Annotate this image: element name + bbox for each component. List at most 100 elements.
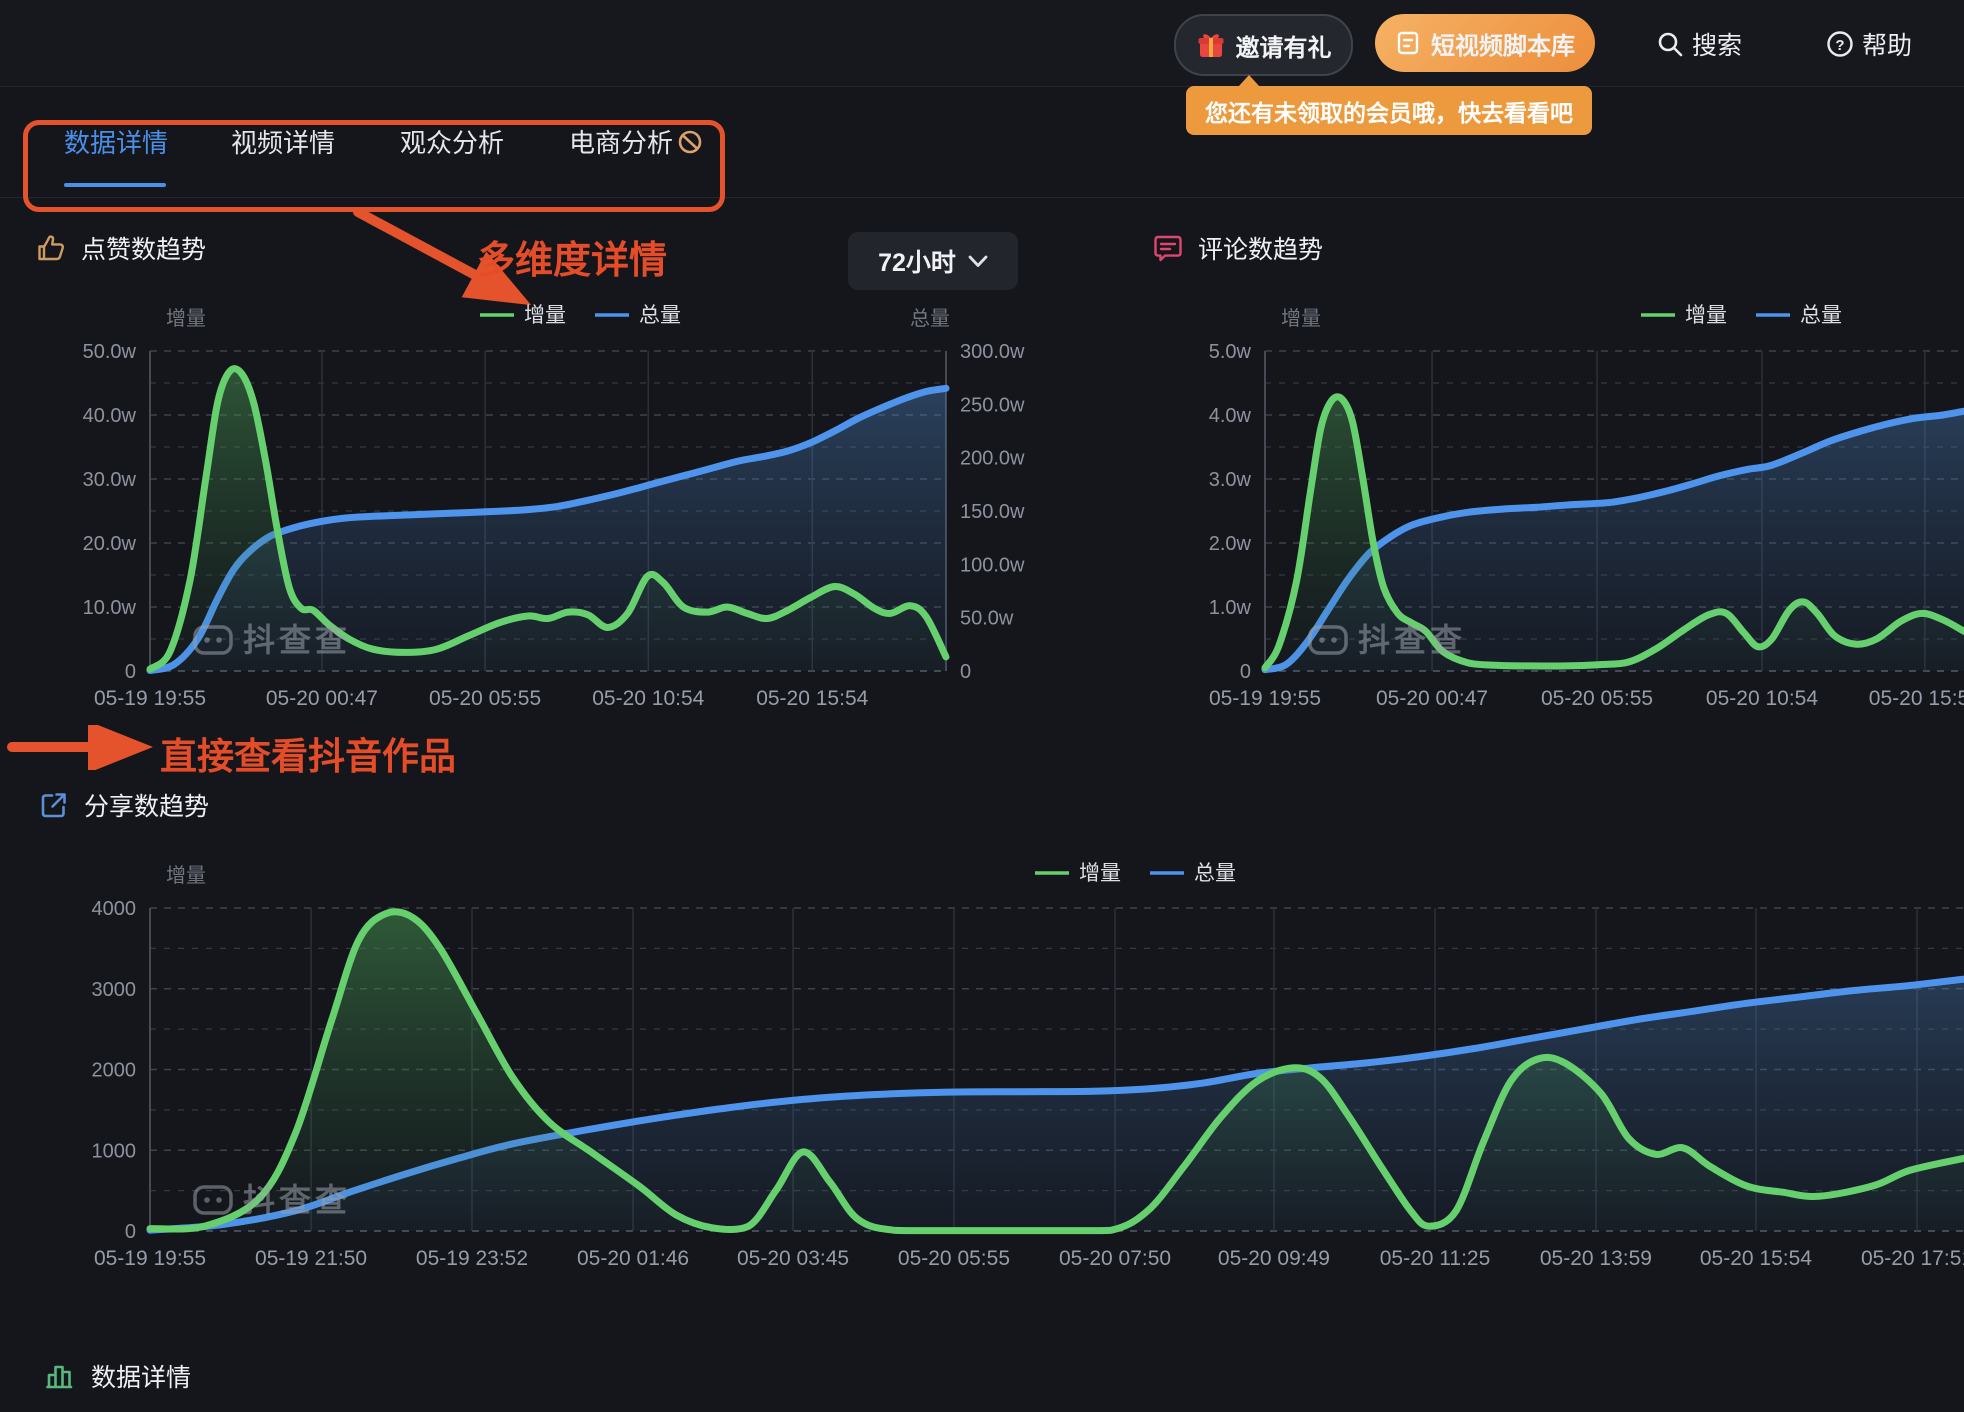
chart-text: 增量 <box>1281 307 1321 330</box>
chart-text: 2000 <box>92 1060 137 1082</box>
chart-text: 05-20 09:49 <box>1218 1247 1330 1270</box>
help-icon: ? <box>1827 31 1853 57</box>
chart-text: 总量 <box>1194 862 1236 885</box>
search-label: 搜索 <box>1692 32 1743 60</box>
chart-shares: 4000 3000 2000 1000 0 05-19 19:55 05-19 21:50 0… <box>92 862 1964 1270</box>
chart-text: 总量 <box>639 304 681 327</box>
chart-text: 05-20 11:25 <box>1380 1247 1491 1270</box>
chart-text: 05-19 19:55 <box>94 1247 206 1270</box>
chart-text: 10.0w <box>83 597 137 619</box>
chart-text: 增量 <box>1685 304 1727 327</box>
douchacha-watermark: 抖查查 <box>193 622 347 658</box>
chart-likes: 50.0w 40.0w 30.0w 20.0w 10.0w 0 300.0w 250.0w 20… <box>83 304 1025 710</box>
tab-ecommerce-analysis[interactable]: 电商分析 <box>569 86 703 197</box>
chart-text: 100.0w <box>960 554 1025 576</box>
douchacha-watermark: 抖查查 <box>1308 622 1466 658</box>
search-button[interactable]: 搜索 <box>1656 26 1742 62</box>
bar-chart-icon <box>46 1365 73 1389</box>
topbar: 邀请有礼 短视频脚本库 搜索 ? 帮助 <box>0 0 1964 87</box>
chart-text: 300.0w <box>960 341 1025 363</box>
tab-label: 视频详情 <box>231 128 336 158</box>
chart-text: 5.0w <box>1209 341 1252 363</box>
comments-section-header: 评论数趋势 <box>1152 230 1323 266</box>
annotation-arrow-works <box>7 725 153 770</box>
chart-text: 05-20 07:50 <box>1059 1247 1171 1270</box>
tab-video-detail[interactable]: 视频详情 <box>231 86 335 197</box>
chart-text: 05-20 05:55 <box>1541 687 1653 710</box>
chart-text: 05-19 23:52 <box>416 1247 528 1270</box>
script-library-label: 短视频脚本库 <box>1431 32 1575 60</box>
chart-text: 50.0w <box>83 341 137 363</box>
membership-tooltip: 您还有未领取的会员哦，快去看看吧 <box>1186 75 1592 135</box>
likes-title: 点赞数趋势 <box>81 236 207 264</box>
svg-text:抖查查: 抖查查 <box>243 1182 351 1218</box>
comments-title: 评论数趋势 <box>1198 236 1324 264</box>
chart-text: 4.0w <box>1209 405 1252 427</box>
data-detail-title: 数据详情 <box>91 1364 192 1392</box>
chart-text: 0 <box>960 661 971 683</box>
help-button[interactable]: ? 帮助 <box>1826 26 1912 62</box>
chart-text: 1.0w <box>1209 597 1252 619</box>
annotation-view-works: 直接查看抖音作品 <box>160 736 456 777</box>
chart-text: 05-20 10:54 <box>592 687 704 710</box>
chart-text: 0 <box>125 661 136 683</box>
chart-text: 总量 <box>1800 304 1842 327</box>
chart-text: 05-20 17:51 <box>1861 1247 1964 1270</box>
svg-text:抖查查: 抖查查 <box>1358 622 1466 658</box>
chart-text: 05-19 19:55 <box>94 687 206 710</box>
chart-text: 05-20 13:59 <box>1540 1247 1652 1270</box>
tab-label: 观众分析 <box>400 128 505 158</box>
invite-gift-button[interactable]: 邀请有礼 <box>1174 14 1353 76</box>
tab-bar: 数据详情 视频详情 观众分析 电商分析 <box>0 86 1964 212</box>
chart-text: 05-19 19:55 <box>1209 687 1321 710</box>
gift-icon <box>1198 34 1223 57</box>
chart-text: 增量 <box>166 864 206 887</box>
chart-text: 05-19 21:50 <box>255 1247 367 1270</box>
chart-text: 增量 <box>524 304 566 327</box>
help-label: 帮助 <box>1862 32 1913 60</box>
tab-data-detail[interactable]: 数据详情 <box>64 86 168 197</box>
thumbs-up-icon <box>38 235 64 261</box>
chart-text: 05-20 10:54 <box>1706 687 1818 710</box>
chart-text: 3000 <box>92 979 137 1001</box>
annotation-arrow-tabs <box>353 207 532 306</box>
chart-text: 05-20 03:45 <box>737 1247 849 1270</box>
chart-text: 2.0w <box>1209 533 1252 555</box>
chart-text: 05-20 00:47 <box>1376 687 1488 710</box>
tooltip-text: 您还有未领取的会员哦，快去看看吧 <box>1205 99 1573 126</box>
chart-comments: 5.0w 4.0w 3.0w 2.0w 1.0w 0 05-19 19:55 05-20 00… <box>1209 304 1964 710</box>
svg-text:?: ? <box>1835 37 1844 54</box>
tooltip-arrow <box>1238 75 1260 87</box>
chart-text: 增量 <box>1079 862 1121 885</box>
chart-text: 05-20 00:47 <box>266 687 378 710</box>
chart-text: 05-20 05:55 <box>898 1247 1010 1270</box>
likes-section-header: 点赞数趋势 <box>35 230 206 266</box>
invite-gift-label: 邀请有礼 <box>1235 34 1332 62</box>
chevron-down-icon <box>968 255 988 267</box>
chart-text: 200.0w <box>960 448 1025 470</box>
chart-text: 3.0w <box>1209 469 1252 491</box>
chart-text: 150.0w <box>960 501 1025 523</box>
chart-text: 05-20 15:54 <box>1869 687 1964 710</box>
chart-text: 05-20 15:54 <box>756 687 868 710</box>
chart-text: 30.0w <box>83 469 137 491</box>
chart-text: 40.0w <box>83 405 137 427</box>
douchacha-watermark: 抖查查 <box>193 1182 351 1218</box>
comment-icon <box>1154 235 1182 262</box>
data-detail-section-header: 数据详情 <box>45 1358 191 1394</box>
shares-title: 分享数趋势 <box>84 793 210 821</box>
chart-text: 250.0w <box>960 394 1025 416</box>
chart-text: 05-20 05:55 <box>429 687 541 710</box>
search-icon <box>1658 32 1683 57</box>
chart-text: 0 <box>125 1221 136 1243</box>
tab-label: 电商分析 <box>569 128 674 158</box>
chart-text: 05-20 01:46 <box>577 1247 689 1270</box>
time-range-dropdown[interactable]: 72小时 <box>848 232 1018 290</box>
chart-text: 1000 <box>92 1140 137 1162</box>
annotation-multidimension: 多维度详情 <box>477 240 668 282</box>
script-library-button[interactable]: 短视频脚本库 <box>1375 14 1595 72</box>
script-doc-icon <box>1397 31 1419 55</box>
tab-audience-analysis[interactable]: 观众分析 <box>400 86 504 197</box>
prohibited-icon <box>678 130 702 153</box>
